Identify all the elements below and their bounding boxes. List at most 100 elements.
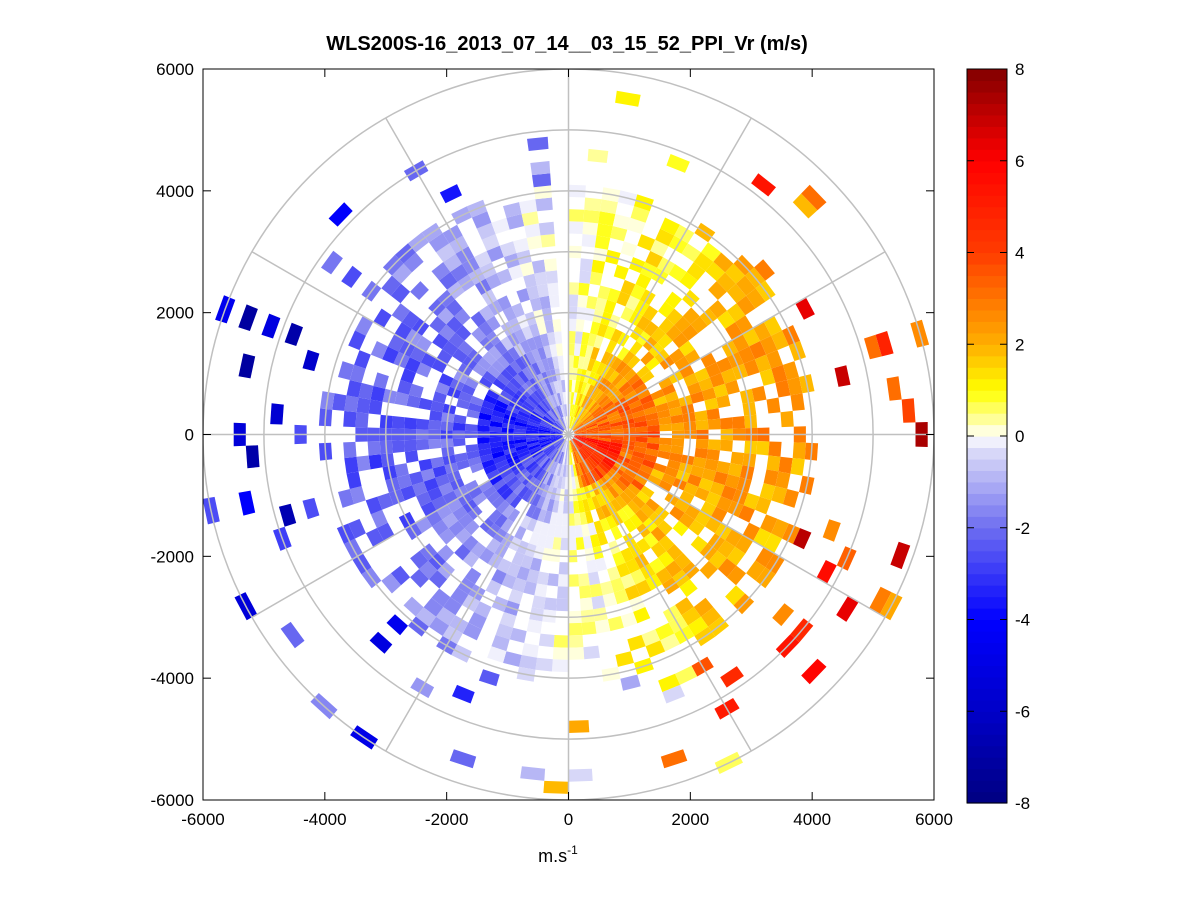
velocity-cell — [603, 299, 617, 315]
velocity-cell — [349, 486, 366, 505]
polar-spoke — [385, 117, 752, 752]
velocity-cell — [709, 372, 725, 388]
velocity-cell — [438, 528, 456, 545]
velocity-cell — [531, 506, 542, 521]
velocity-cell — [707, 439, 721, 451]
velocity-cell — [595, 557, 608, 572]
velocity-cell — [586, 295, 598, 310]
colorbar-swatch — [967, 562, 1007, 575]
velocity-cell — [530, 392, 542, 404]
velocity-cell — [623, 368, 637, 382]
velocity-cell — [492, 378, 507, 391]
velocity-cell — [554, 450, 562, 463]
colorbar-swatch — [967, 413, 1007, 426]
velocity-cell — [695, 439, 709, 450]
velocity-cell — [564, 477, 569, 490]
velocity-cell — [530, 447, 543, 456]
velocity-cell — [609, 421, 623, 428]
velocity-cell — [507, 508, 521, 523]
velocity-cell — [562, 513, 569, 526]
velocity-cell — [552, 500, 560, 513]
velocity-cell — [458, 513, 474, 529]
velocity-cell — [625, 558, 640, 574]
velocity-cell — [544, 319, 555, 334]
velocity-cell — [519, 261, 535, 277]
velocity-cell — [536, 495, 546, 509]
velocity-cell — [671, 422, 685, 431]
velocity-cell — [483, 464, 498, 475]
velocity-cell — [521, 455, 534, 466]
velocity-cell — [600, 397, 612, 409]
velocity-cell — [713, 471, 729, 486]
velocity-cell — [636, 490, 651, 504]
velocity-cell — [515, 417, 528, 425]
velocity-cell — [574, 380, 580, 393]
velocity-cell — [679, 579, 698, 598]
colorbar-swatch — [967, 263, 1007, 277]
velocity-cell — [397, 379, 413, 395]
velocity-cell — [586, 435, 599, 438]
velocity-cell — [503, 651, 522, 667]
velocity-cell — [581, 523, 590, 538]
velocity-cell — [534, 583, 548, 598]
velocity-cell — [705, 261, 726, 282]
velocity-cell — [595, 362, 606, 376]
velocity-cell — [751, 385, 767, 402]
colorbar-swatch — [967, 91, 1007, 105]
colorbar-swatch — [967, 734, 1007, 747]
colorbar-swatch — [967, 309, 1007, 322]
velocity-cell — [420, 468, 436, 482]
velocity-cell — [645, 412, 659, 421]
velocity-cell — [529, 445, 542, 454]
velocity-cell — [548, 461, 557, 474]
colorbar-swatch — [967, 401, 1007, 414]
velocity-cell — [615, 479, 628, 492]
velocity-cell — [646, 418, 660, 427]
velocity-cell — [554, 331, 563, 344]
velocity-cell — [505, 364, 518, 378]
velocity-cell — [650, 327, 666, 343]
velocity-cell — [574, 430, 587, 434]
velocity-cell — [674, 498, 690, 513]
velocity-cell — [481, 459, 496, 469]
velocity-cell — [496, 500, 510, 514]
velocity-cell — [574, 331, 583, 344]
velocity-cell — [572, 392, 578, 405]
velocity-cell — [620, 279, 636, 296]
velocity-cell — [579, 270, 592, 284]
velocity-cell — [586, 437, 599, 442]
velocity-cell — [623, 487, 637, 501]
velocity-cell — [627, 355, 641, 369]
velocity-cell — [472, 363, 487, 377]
x-axis: -6000 -4000 -2000 0 2000 4000 6000 — [181, 69, 953, 829]
velocity-cell — [563, 501, 569, 514]
velocity-cell — [587, 522, 597, 536]
velocity-cell — [607, 288, 621, 303]
velocity-cell — [581, 234, 597, 248]
velocity-cell — [447, 498, 463, 513]
velocity-cell — [416, 362, 432, 378]
y-axis: 6000 4000 2000 0 -2000 -4000 -6000 — [151, 60, 934, 810]
velocity-cell — [585, 510, 594, 524]
velocity-cell — [615, 495, 628, 509]
velocity-cell — [536, 403, 548, 415]
velocity-cell — [479, 547, 495, 564]
velocity-cell — [521, 403, 534, 414]
velocity-cell — [556, 598, 569, 612]
colorbar-swatch — [967, 745, 1007, 758]
colorbar-swatch — [967, 608, 1007, 621]
velocity-cell — [628, 399, 642, 410]
velocity-cell — [486, 490, 501, 504]
velocity-cell — [540, 333, 550, 347]
velocity-cell — [787, 377, 803, 396]
velocity-cell — [549, 381, 557, 395]
velocity-cell — [533, 390, 544, 402]
velocity-cell — [403, 596, 424, 617]
colorbar-swatch — [967, 516, 1007, 529]
velocity-cell — [600, 504, 612, 518]
velocity-cell — [632, 495, 646, 509]
velocity-cell — [615, 90, 641, 107]
velocity-cell — [580, 258, 594, 272]
velocity-cell — [589, 403, 601, 415]
velocity-cell — [502, 306, 517, 322]
